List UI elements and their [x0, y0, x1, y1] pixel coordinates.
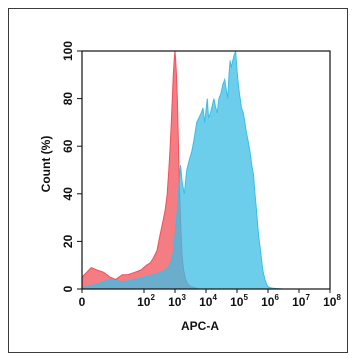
y-tick-label: 60	[61, 139, 75, 153]
x-axis-title: APC-A	[181, 319, 219, 333]
y-tick-label: 80	[61, 92, 75, 106]
x-tick-label: 104	[199, 293, 217, 309]
ticks-layer: 0 20 40 60 80 100 0 102 103 104 105 106 107 108	[61, 41, 341, 309]
y-tick-label: 100	[61, 41, 75, 61]
x-tick-label: 108	[323, 293, 341, 309]
x-tick-label: 103	[168, 293, 186, 309]
y-tick-label: 20	[61, 234, 75, 248]
y-tick-label: 40	[61, 187, 75, 201]
x-tick-label: 102	[137, 293, 155, 309]
x-tick-label: 107	[292, 293, 310, 309]
y-axis-title: Count (%)	[39, 136, 53, 193]
x-tick-label: 105	[230, 293, 248, 309]
y-tick-label: 0	[61, 285, 75, 292]
histogram-series-2	[81, 50, 283, 290]
series-layer	[81, 50, 283, 290]
x-tick-label: 0	[79, 295, 86, 309]
x-tick-label: 106	[261, 293, 279, 309]
